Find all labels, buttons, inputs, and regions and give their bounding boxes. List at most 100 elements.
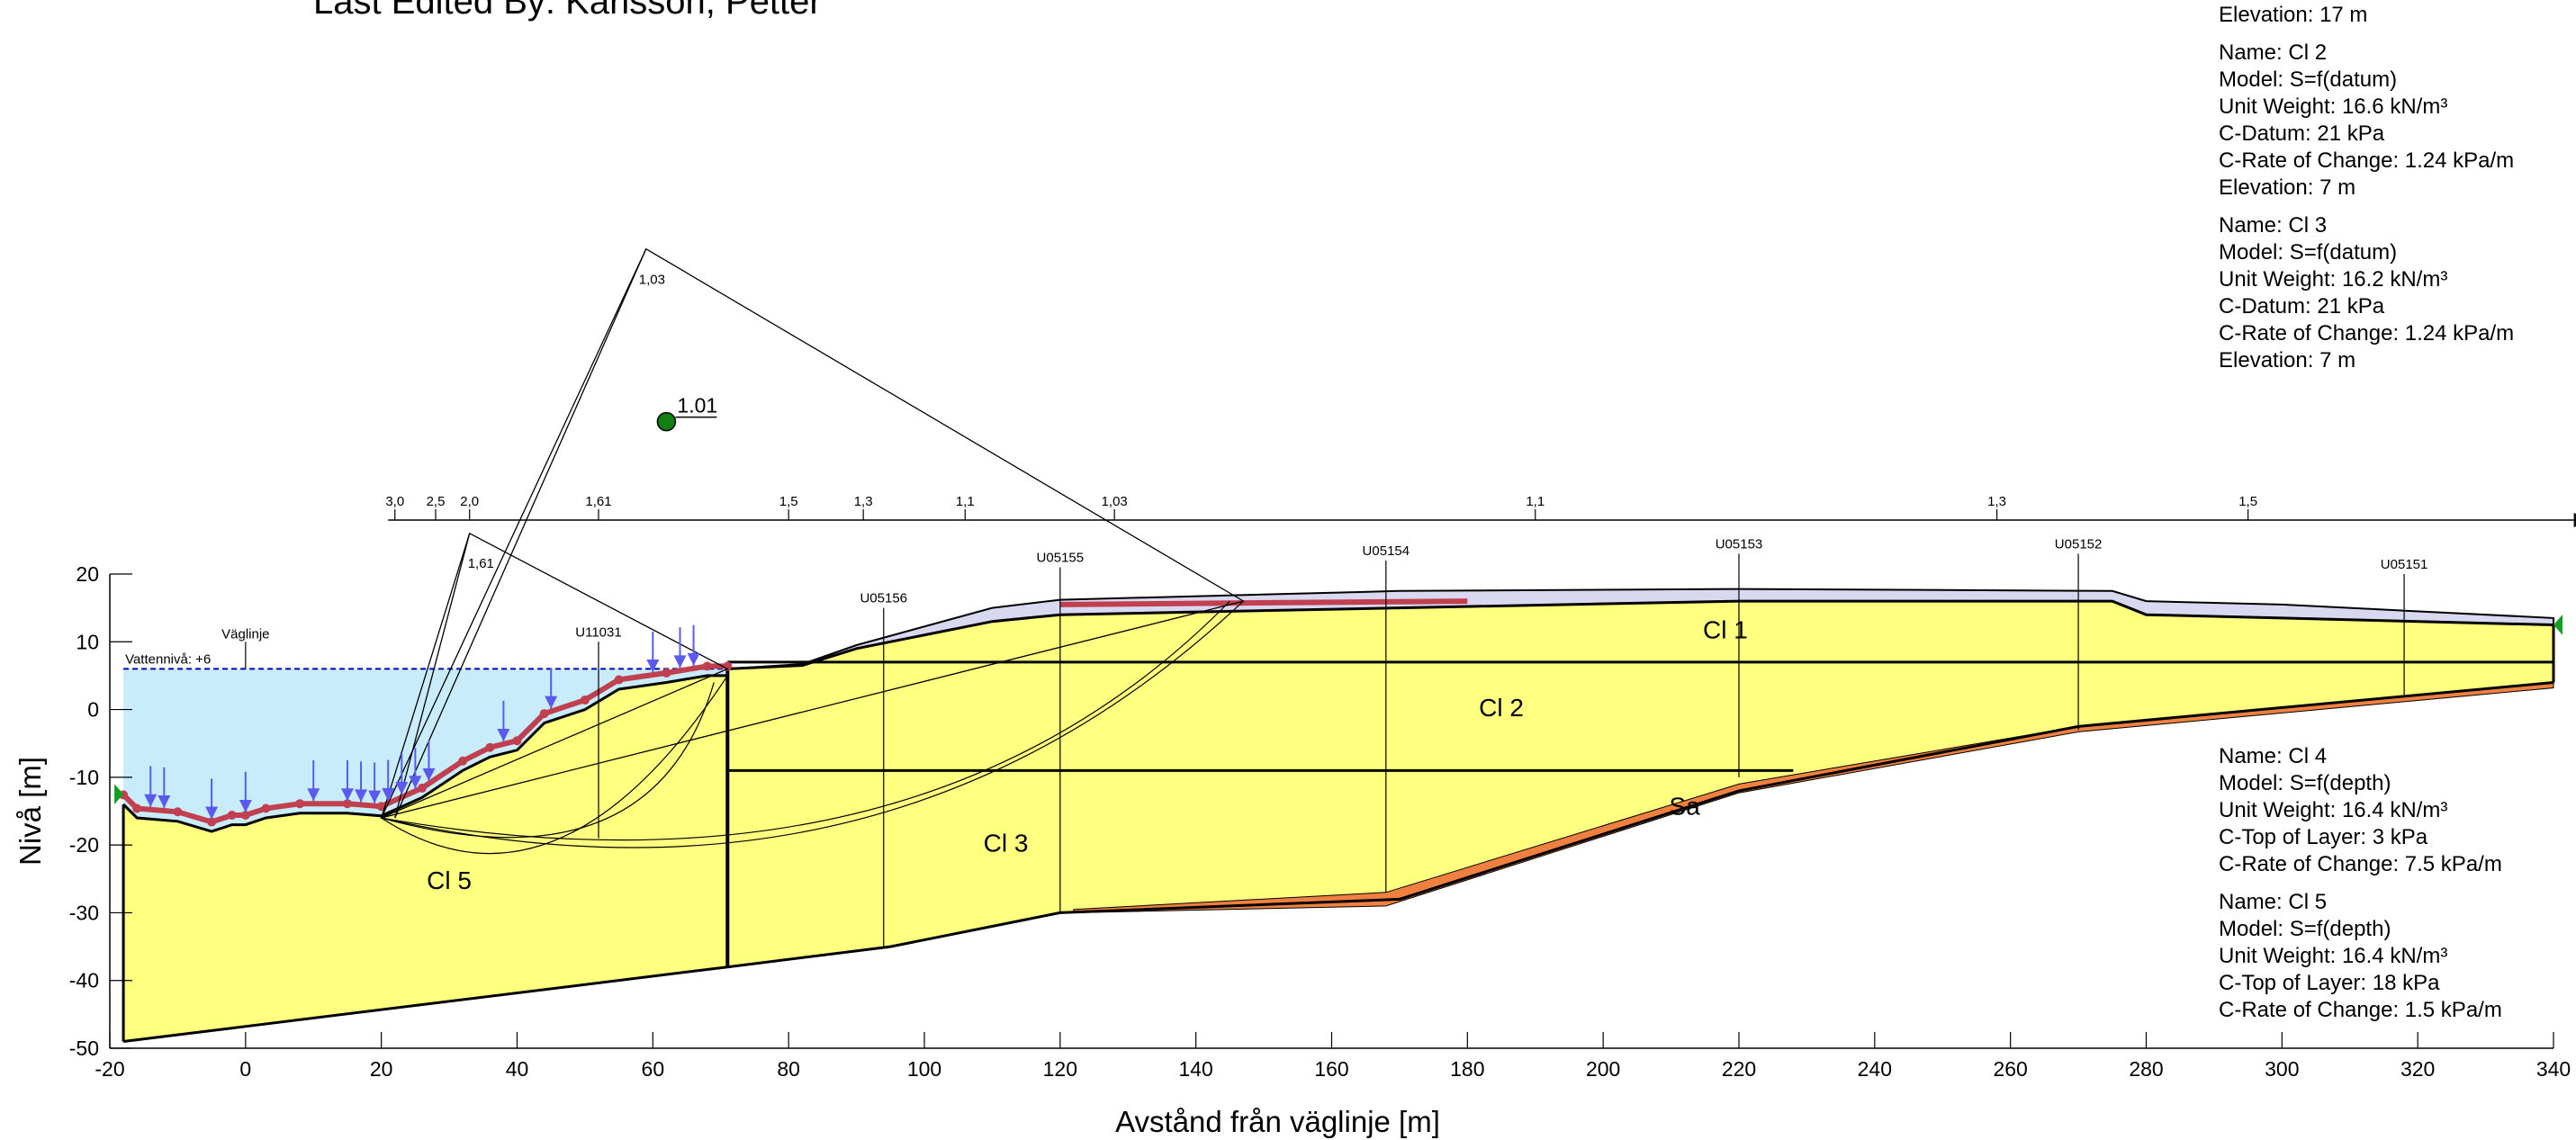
y-tick-label: 0 bbox=[87, 698, 99, 722]
trace-node bbox=[342, 799, 352, 809]
x-tick-label: 180 bbox=[1450, 1057, 1484, 1081]
trace-node bbox=[723, 661, 733, 671]
y-axis-title: Nivå [m] bbox=[14, 757, 47, 866]
trace-node bbox=[702, 661, 712, 671]
material-label-sa: Sa bbox=[1670, 792, 1701, 820]
water-load-arrowhead bbox=[395, 782, 409, 795]
x-tick-label: 240 bbox=[1858, 1057, 1892, 1081]
material-property-line: Unit Weight: 16.2 kN/m³ bbox=[2219, 267, 2448, 292]
grid-label-top: 1,03 bbox=[639, 273, 665, 288]
trace-node bbox=[227, 811, 237, 821]
water-load-arrowhead bbox=[239, 800, 252, 813]
water-load-arrowhead bbox=[497, 728, 510, 741]
left-boundary-marker bbox=[114, 784, 124, 804]
x-tick-label: 80 bbox=[777, 1057, 800, 1081]
slip-circle bbox=[381, 675, 728, 855]
x-tick-label: 40 bbox=[506, 1057, 529, 1081]
material-property-line: Unit Weight: 16.4 kN/m³ bbox=[2219, 798, 2448, 822]
fs-scale-label: 2,0 bbox=[460, 494, 479, 509]
slip-surfaces bbox=[380, 247, 1246, 855]
fs-scale-label: 1,1 bbox=[1526, 494, 1545, 509]
last-edited-title: Last Edited By: Karlsson, Petter bbox=[313, 0, 822, 22]
water-load-arrowhead bbox=[368, 790, 382, 803]
water-load-arrowhead bbox=[382, 787, 395, 801]
material-property-line: Unit Weight: 16.6 kN/m³ bbox=[2219, 94, 2448, 119]
material-property-line: Elevation: 17 m bbox=[2219, 3, 2368, 27]
x-tick-label: 20 bbox=[370, 1057, 393, 1081]
borehole-label: U05152 bbox=[2055, 536, 2103, 552]
x-tick-label: 120 bbox=[1043, 1057, 1077, 1081]
x-tick-label: 140 bbox=[1178, 1057, 1212, 1081]
material-property-line: Model: S=f(datum) bbox=[2219, 67, 2398, 92]
material-property-line: Elevation: 7 m bbox=[2219, 348, 2356, 373]
y-tick-label: -50 bbox=[69, 1037, 99, 1060]
critical-center-marker bbox=[656, 411, 677, 432]
borehole-label: U05151 bbox=[2381, 557, 2428, 572]
y-tick-label: 20 bbox=[76, 562, 99, 586]
y-tick-label: -30 bbox=[69, 901, 99, 924]
diagram-labels: 1.01 1,03 1,61 Vattennivå: +6 Väglinje Cl 1 Cl… bbox=[114, 273, 2562, 894]
fs-scale-label: 1,5 bbox=[779, 494, 798, 509]
material-property-line: Name: Cl 5 bbox=[2219, 890, 2328, 914]
material-property-line: C-Datum: 21 kPa bbox=[2219, 121, 2385, 146]
x-tick-label: 60 bbox=[642, 1057, 665, 1081]
material-property-line: Name: Cl 4 bbox=[2219, 744, 2328, 768]
material-property-line: Name: Cl 3 bbox=[2219, 213, 2328, 238]
load-trace-road bbox=[1059, 598, 1468, 607]
layer-sa bbox=[1073, 681, 2554, 913]
material-property-line: C-Rate of Change: 7.5 kPa/m bbox=[2219, 852, 2502, 876]
soil-layers bbox=[123, 588, 2554, 1042]
trace-node bbox=[458, 756, 468, 766]
layer-cl2-cl3 bbox=[727, 601, 2553, 967]
water-load-arrowhead bbox=[205, 806, 219, 820]
water-load-arrowhead bbox=[409, 776, 422, 789]
water-load-arrowhead bbox=[646, 660, 660, 673]
material-property-line: Name: Cl 2 bbox=[2219, 40, 2328, 65]
fs-scale-label: 1,3 bbox=[854, 494, 873, 509]
trace-node bbox=[261, 803, 271, 813]
material-label-cl3: Cl 3 bbox=[984, 830, 1029, 857]
x-tick-label: 220 bbox=[1722, 1057, 1756, 1081]
water-load-arrowhead bbox=[355, 789, 368, 803]
material-property-line: C-Top of Layer: 18 kPa bbox=[2219, 971, 2440, 995]
boreholes: U11031 U05156 U05155 U05154 U05153 U05152 U051… bbox=[575, 536, 2427, 947]
water-load-arrowhead bbox=[144, 794, 158, 807]
material-properties-block: Elevation: 17 m bbox=[2219, 2, 2514, 29]
slip-circle bbox=[381, 600, 1244, 848]
material-property-line: C-Top of Layer: 3 kPa bbox=[2219, 825, 2428, 849]
trace-node bbox=[512, 736, 522, 746]
trace-node bbox=[417, 783, 427, 793]
slip-circle bbox=[381, 600, 1230, 841]
x-tick-label: 300 bbox=[2265, 1057, 2299, 1081]
trace-node bbox=[173, 807, 183, 817]
x-tick-label: 100 bbox=[907, 1057, 941, 1081]
material-property-line: Model: S=f(depth) bbox=[2219, 917, 2391, 941]
materials-panel-top: Elevation: 17 m Name: Cl 2 Model: S=f(datu… bbox=[2219, 2, 2514, 385]
trace-node bbox=[295, 799, 305, 809]
base-line bbox=[122, 897, 1400, 1043]
trace-node bbox=[207, 817, 217, 827]
road-line-label: Väglinje bbox=[221, 626, 269, 642]
materials-panel-bottom: Name: Cl 4 Model: S=f(depth) Unit Weight: … bbox=[2219, 743, 2502, 1035]
water-body bbox=[123, 669, 728, 832]
x-tick-label: 320 bbox=[2400, 1057, 2435, 1081]
water-load-arrowhead bbox=[422, 767, 436, 781]
grid-label-left: 1,61 bbox=[468, 556, 494, 571]
x-tick-label: 260 bbox=[1993, 1057, 2027, 1081]
y-tick-label: -20 bbox=[69, 833, 99, 857]
search-grid-line bbox=[394, 533, 471, 819]
water-load-arrowhead bbox=[158, 794, 171, 808]
trace-node bbox=[485, 742, 495, 752]
trace-node bbox=[132, 803, 142, 813]
ground-surface-left bbox=[122, 674, 728, 833]
search-grid-outline bbox=[380, 532, 729, 820]
sand-top-line bbox=[1399, 681, 2554, 901]
fs-scale-arrow bbox=[2573, 513, 2576, 527]
material-properties-block: Name: Cl 3 Model: S=f(datum) Unit Weight: … bbox=[2219, 212, 2514, 374]
fs-scale-label: 1,61 bbox=[585, 494, 611, 509]
trace-node bbox=[614, 675, 624, 685]
trace-node bbox=[376, 802, 386, 812]
borehole-label: U05155 bbox=[1037, 550, 1085, 565]
material-property-line: Unit Weight: 16.4 kN/m³ bbox=[2219, 944, 2448, 968]
